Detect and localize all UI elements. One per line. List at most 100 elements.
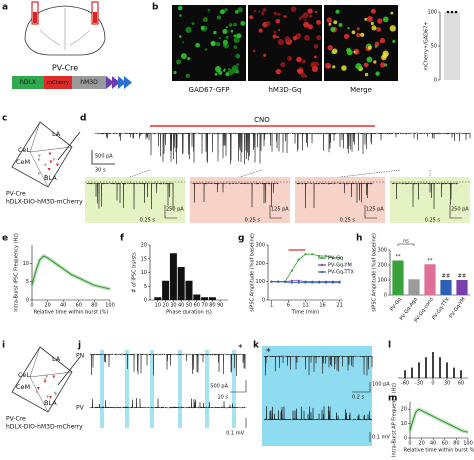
cell: [224, 8, 228, 12]
region-outline: [11, 346, 73, 413]
region-outline: [11, 121, 73, 188]
bar: [444, 12, 460, 80]
cell: [230, 29, 234, 33]
cell: [214, 72, 218, 76]
y-tick-label: 100: [427, 10, 437, 16]
cell: [227, 69, 234, 76]
panel-letter: j: [77, 341, 81, 351]
y-tick-label: 20: [401, 407, 407, 413]
x-tick-label: 21: [336, 303, 342, 309]
cell: [176, 59, 182, 65]
trace: [89, 353, 246, 377]
trace: [375, 132, 471, 142]
scale-label: 0.2 s: [352, 395, 365, 401]
dot: [450, 10, 454, 14]
cell-icon: [37, 154, 41, 158]
cell: [202, 17, 208, 23]
construct-label: hDLX: [20, 79, 36, 86]
bar: [185, 280, 193, 300]
x-tick-label: 1: [270, 303, 273, 309]
scale-label: 0.25 s: [140, 218, 156, 224]
electrode: [57, 356, 81, 386]
cell: [280, 61, 286, 68]
x-axis-label: Time (min): [291, 310, 319, 316]
cell: [179, 14, 182, 17]
cell: [233, 45, 238, 49]
legend-label: PV-Gq-TTX: [328, 270, 355, 276]
annotation: ns: [403, 239, 409, 245]
line: [31, 255, 111, 290]
image-label: Merge: [350, 86, 372, 94]
bar: [201, 297, 209, 300]
y-tick-label: 10: [23, 261, 29, 267]
y-tick-label: 0: [404, 436, 407, 442]
cell: [262, 8, 267, 13]
annotation: ##: [458, 274, 466, 280]
y-axis-label: sIPSC Amplitude (%of baseline): [250, 233, 256, 312]
image-label: hM3D-Gq: [269, 86, 302, 94]
x-tick-label: PV-Gq-YM: [448, 297, 467, 320]
point: [290, 279, 293, 282]
scale-label: 100 pA: [372, 382, 390, 388]
point: [290, 269, 293, 272]
x-tick-label: 100: [463, 441, 473, 447]
line: [408, 407, 469, 434]
point: [304, 281, 307, 284]
burst-highlight: [100, 350, 104, 428]
burst-highlight: [232, 350, 236, 428]
scale-label: 125 pA: [271, 207, 289, 213]
y-axis-label: mCherry+/GAD67+: [424, 21, 430, 70]
trace: [94, 132, 151, 141]
point: [318, 254, 321, 258]
cell: [366, 56, 373, 63]
cell: [260, 11, 265, 16]
cell-icon: [43, 378, 47, 382]
point: [338, 256, 341, 259]
y-tick-label: 50: [431, 44, 437, 50]
cell: [263, 53, 267, 57]
burst-highlight: [178, 350, 182, 428]
cell: [277, 12, 281, 16]
region-label: LA: [52, 130, 61, 138]
annotation: ##: [442, 274, 450, 280]
cell: [366, 15, 373, 23]
cell: [304, 18, 307, 22]
trace: [391, 182, 459, 209]
cell: [182, 41, 185, 44]
point: [338, 281, 341, 284]
label: hDLX-DIO-hM3D-mCherry: [6, 424, 83, 431]
cell: [363, 62, 369, 68]
cell-icon: [43, 163, 47, 167]
cell: [276, 36, 280, 39]
construct-box: [72, 76, 106, 89]
cell: [296, 32, 301, 38]
bar: [208, 297, 216, 300]
cell: [390, 11, 394, 15]
trace: [86, 182, 174, 210]
cell: [177, 5, 183, 11]
panel-letter: k: [253, 341, 260, 351]
cell: [324, 62, 331, 69]
cell-icon: [45, 395, 49, 399]
scale-bar: [230, 380, 247, 393]
annotation: *: [238, 344, 243, 354]
cell: [328, 22, 332, 26]
region-label: CeL: [18, 146, 31, 154]
x-tick-label: -30: [415, 381, 423, 387]
cell: [272, 34, 277, 39]
y-tick-label: 10: [401, 421, 407, 427]
inset-bg: [295, 177, 385, 223]
cell: [218, 36, 222, 40]
cell: [314, 10, 318, 14]
cell-icon: [44, 174, 48, 178]
x-tick-label: 60: [458, 381, 464, 387]
legend-label: PV-Gq: [328, 256, 343, 262]
panel-letter: g: [238, 234, 244, 244]
region-label: CeM: [16, 383, 30, 391]
cell: [277, 38, 284, 46]
image-label: GAD67-GFP: [189, 86, 230, 94]
point: [324, 254, 328, 258]
y-tick-label: 0: [262, 298, 265, 304]
cell: [284, 36, 291, 42]
